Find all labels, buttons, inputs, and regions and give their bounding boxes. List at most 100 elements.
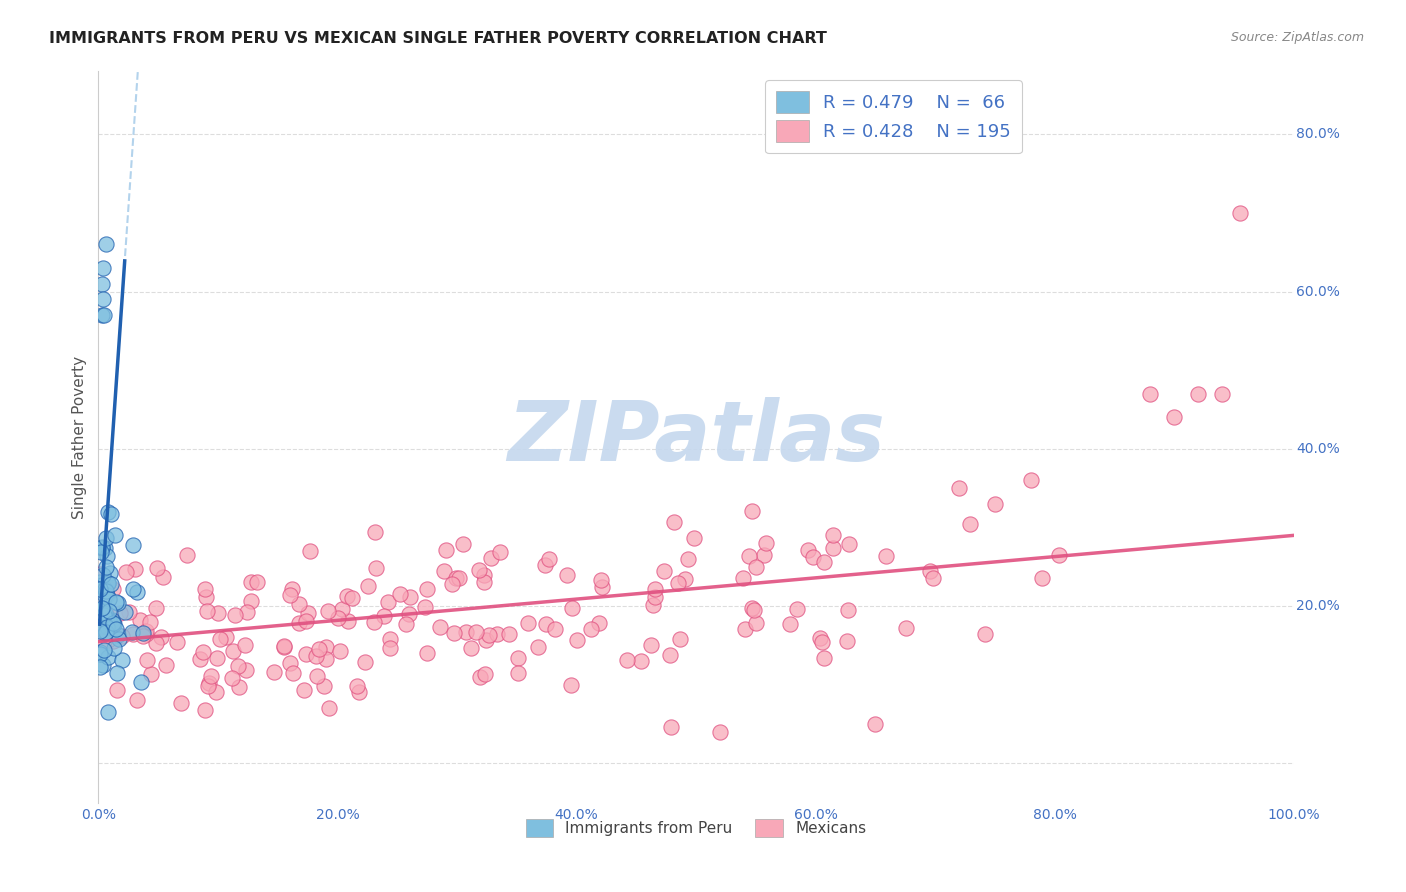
Point xyxy=(837,634,859,648)
Point xyxy=(984,497,1007,511)
Point xyxy=(561,601,583,615)
Point xyxy=(434,542,457,557)
Point xyxy=(224,608,246,623)
Point xyxy=(1019,473,1042,487)
Point xyxy=(811,635,834,649)
Point xyxy=(974,627,997,641)
Point xyxy=(97,575,120,590)
Point xyxy=(328,611,350,625)
Point xyxy=(555,568,578,582)
Text: 40.0%: 40.0% xyxy=(1296,442,1340,456)
Point xyxy=(105,595,128,609)
Point xyxy=(745,616,768,631)
Point xyxy=(330,602,353,616)
Point xyxy=(921,571,943,585)
Point xyxy=(121,582,143,596)
Point xyxy=(103,634,125,648)
Point xyxy=(236,605,259,619)
Point xyxy=(354,655,377,669)
Point xyxy=(170,697,193,711)
Point xyxy=(652,565,675,579)
Point xyxy=(837,603,859,617)
Point xyxy=(89,619,111,633)
Point xyxy=(1211,387,1233,401)
Point xyxy=(644,590,666,604)
Point xyxy=(399,590,422,604)
Point xyxy=(96,620,118,634)
Point xyxy=(90,545,112,559)
Point xyxy=(307,669,329,683)
Point xyxy=(103,641,125,656)
Point xyxy=(228,658,250,673)
Point xyxy=(337,614,360,628)
Point xyxy=(215,630,238,644)
Point xyxy=(373,608,395,623)
Text: 60.0%: 60.0% xyxy=(1296,285,1340,299)
Point xyxy=(1139,387,1161,401)
Point xyxy=(121,624,143,639)
Point xyxy=(474,633,496,648)
Point xyxy=(288,616,311,631)
Point xyxy=(456,625,478,640)
Point xyxy=(205,684,228,698)
Point xyxy=(948,481,970,495)
Point xyxy=(755,536,778,550)
Point xyxy=(101,616,124,631)
Point xyxy=(738,549,761,564)
Point xyxy=(472,567,495,582)
Point xyxy=(139,667,162,681)
Point xyxy=(823,528,845,542)
Point xyxy=(222,644,245,658)
Point xyxy=(294,647,316,661)
Point xyxy=(97,505,120,519)
Point xyxy=(105,665,128,680)
Point xyxy=(468,563,491,577)
Point xyxy=(464,624,486,639)
Point xyxy=(94,541,117,555)
Point xyxy=(96,531,118,545)
Point xyxy=(579,622,602,636)
Point xyxy=(644,582,666,596)
Point xyxy=(89,647,111,661)
Point xyxy=(101,582,124,597)
Point xyxy=(485,626,508,640)
Point xyxy=(228,680,250,694)
Point xyxy=(641,598,664,612)
Point xyxy=(813,555,835,569)
Point xyxy=(139,615,162,629)
Point xyxy=(131,674,153,689)
Point xyxy=(96,625,118,640)
Point xyxy=(188,652,211,666)
Point xyxy=(413,599,436,614)
Point xyxy=(329,644,352,658)
Point xyxy=(98,613,121,627)
Point xyxy=(474,666,496,681)
Point xyxy=(415,646,437,660)
Point xyxy=(195,590,218,604)
Point xyxy=(90,540,112,554)
Point xyxy=(516,615,538,630)
Point xyxy=(107,628,129,642)
Point xyxy=(91,578,114,592)
Point xyxy=(336,589,359,603)
Point xyxy=(125,584,148,599)
Point xyxy=(91,601,114,615)
Point xyxy=(239,594,262,608)
Point xyxy=(534,558,557,573)
Point xyxy=(588,615,610,630)
Point xyxy=(591,581,613,595)
Point xyxy=(104,528,127,542)
Point xyxy=(347,684,370,698)
Point xyxy=(93,308,115,322)
Point xyxy=(89,660,111,674)
Point xyxy=(468,670,491,684)
Point xyxy=(93,626,115,640)
Point xyxy=(246,574,269,589)
Point xyxy=(107,596,129,610)
Point xyxy=(145,561,167,575)
Point xyxy=(560,677,582,691)
Point xyxy=(429,620,451,634)
Point xyxy=(508,651,530,665)
Text: Source: ZipAtlas.com: Source: ZipAtlas.com xyxy=(1230,31,1364,45)
Point xyxy=(315,652,337,666)
